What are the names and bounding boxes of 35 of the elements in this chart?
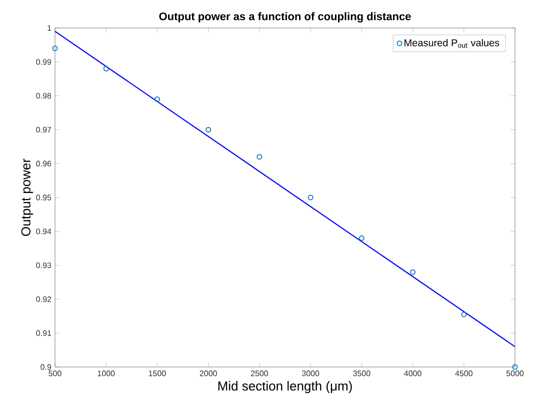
y-tick-label: 0.97: [36, 126, 52, 133]
point: [358, 235, 364, 241]
y-tick-label: 0.99: [36, 59, 52, 65]
x-tick-label: 2500: [250, 370, 268, 376]
y-axis-title: Output power: [21, 158, 34, 236]
legend-label: Measured P$_{out}$ values: [404, 38, 500, 48]
point: [103, 66, 109, 72]
point: [206, 126, 212, 132]
point: [154, 96, 160, 102]
x-tick-label: 3000: [302, 370, 320, 376]
x-tick-label: 4500: [455, 370, 472, 376]
y-tick-label: 0.95: [36, 194, 52, 200]
x-axis-title: Mid section length (μm): [218, 381, 352, 394]
x-tick-label: 5000: [506, 370, 524, 376]
point: [512, 364, 518, 370]
x-tick-label: 1500: [148, 370, 166, 376]
x-tick-label: 2000: [200, 370, 217, 376]
chart-title: Output power as a function of coupling distance: [159, 12, 411, 22]
point: [461, 312, 467, 318]
y-tick-label: 0.94: [36, 228, 52, 234]
y-tick-label: 1: [48, 25, 52, 31]
x-tick-label: 3500: [353, 370, 370, 376]
y-tick-label: 0.96: [36, 160, 52, 166]
x-tick-label: 1000: [98, 370, 115, 376]
point: [256, 154, 262, 160]
y-tick-label: 0.91: [36, 330, 52, 336]
y-tick-label: 0.93: [36, 262, 52, 268]
y-tick-label: 0.98: [36, 92, 52, 99]
x-tick-label: 500: [48, 370, 62, 376]
point: [52, 46, 58, 52]
x-tick-label: 4000: [404, 370, 422, 376]
y-tick-label: 0.92: [36, 296, 52, 302]
point: [410, 269, 416, 275]
point: [308, 194, 314, 200]
y-tick-label: 0.9: [40, 364, 52, 370]
